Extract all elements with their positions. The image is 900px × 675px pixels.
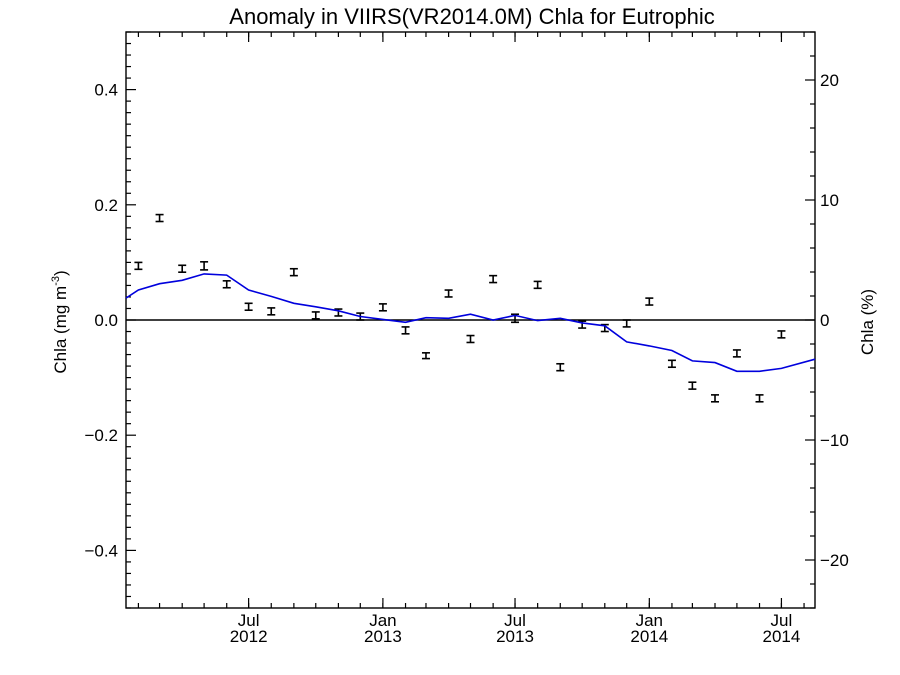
left-axis-label-suffix: ) [51,270,70,276]
right-tick-label: 0 [820,311,829,330]
x-tick-label-line1: Jan [636,611,663,630]
left-axis-label: Chla (mg m-3) [50,270,70,373]
x-tick-label-line2: 2012 [230,627,268,646]
error-bar-point [688,381,697,390]
error-bar-point [645,297,654,306]
chart-title: Anomaly in VIIRS(VR2014.0M) Chla for Eut… [229,4,714,29]
left-tick-label: 0.4 [94,81,118,100]
right-axis-label: Chla (%) [858,289,877,355]
error-bar-point [444,289,453,298]
error-bar-point [533,280,542,290]
error-bar-point [222,280,231,289]
right-y-axis: 20 10 0 −10 −20 [805,31,849,609]
error-bar-point [421,352,430,360]
right-tick-label: 20 [820,71,839,90]
left-tick-label: 0.2 [94,196,118,215]
x-tick-label-line2: 2014 [630,627,668,646]
series-layer [125,213,816,403]
error-bar-point [267,307,276,316]
error-bar-point [556,362,565,372]
left-axis-label-main: Chla (mg m [51,286,70,374]
error-bar-point [755,394,764,403]
error-bar-point [311,311,320,320]
x-tick-label-line1: Jul [771,611,793,630]
error-bar-point [711,394,720,403]
error-bar-point [134,261,143,271]
left-tick-label: −0.4 [84,541,118,560]
right-tick-label: 10 [820,191,839,210]
left-y-axis: 0.4 0.2 0.0 −0.2 −0.4 [84,31,136,609]
error-bar-point [244,302,253,312]
error-bar-point [732,349,741,358]
error-bar-point [489,274,498,284]
error-bar-point [378,303,387,312]
trend-line [125,273,816,373]
x-tick-label-line2: 2013 [496,627,534,646]
right-tick-label: −10 [820,431,849,450]
left-axis-label-sup: -3 [50,276,62,286]
error-bar-point [622,319,631,328]
error-bar-point [178,264,187,273]
error-bar-point [667,359,676,369]
left-tick-label: 0.0 [94,311,118,330]
right-tick-label: −20 [820,551,849,570]
x-tick-label-line2: 2013 [364,627,402,646]
error-bar-point [401,326,410,335]
error-bar-point [289,267,298,277]
error-bar-point [466,334,475,344]
x-tick-label-line1: Jan [369,611,396,630]
x-tick-label-line1: Jul [504,611,526,630]
x-tick-label-line2: 2014 [763,627,801,646]
error-bar-point [155,213,164,223]
x-tick-label-line1: Jul [238,611,260,630]
error-bar-point [200,261,209,271]
left-tick-label: −0.2 [84,426,118,445]
error-bar-point [777,330,786,339]
plot-area [125,31,816,609]
